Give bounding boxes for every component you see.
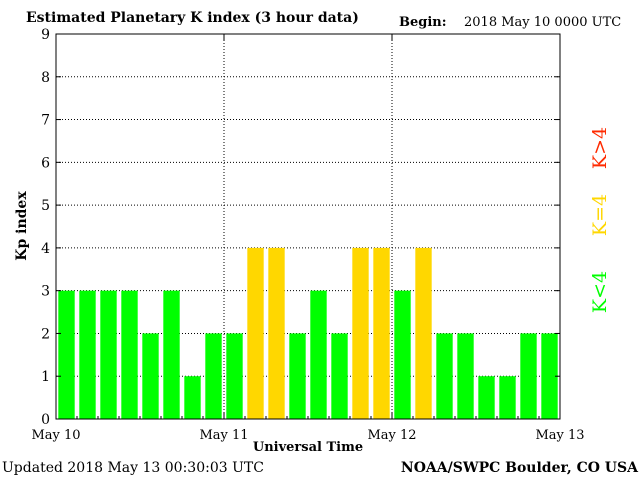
bar-17 (415, 247, 432, 419)
bar-18 (436, 333, 453, 419)
bar-5 (163, 290, 180, 419)
y-tick-label-6: 6 (41, 155, 50, 171)
bar-21 (499, 376, 516, 419)
source-credit: NOAA/SWPC Boulder, CO USA (400, 460, 638, 476)
x-tick-label-0: May 10 (31, 428, 80, 443)
y-tick-label-2: 2 (41, 326, 50, 342)
bar-14 (352, 247, 369, 419)
bar-13 (331, 333, 348, 419)
y-tick-label-5: 5 (41, 198, 50, 214)
bar-19 (457, 333, 474, 419)
y-axis-label: Kp index (14, 191, 30, 261)
bar-1 (79, 290, 96, 419)
begin-label: Begin: (399, 15, 447, 30)
bar-12 (310, 290, 327, 419)
bar-11 (289, 333, 306, 419)
y-tick-label-0: 0 (41, 412, 50, 428)
bar-7 (205, 333, 222, 419)
chart-title: Estimated Planetary K index (3 hour data… (26, 10, 359, 26)
x-tick-label-1: May 11 (199, 428, 248, 443)
bar-15 (373, 247, 390, 419)
bar-16 (394, 290, 411, 419)
legend-k-greater-4: K>4 (589, 126, 611, 170)
begin-value: 2018 May 10 0000 UTC (464, 15, 622, 30)
y-tick-label-9: 9 (41, 27, 50, 43)
bar-0 (58, 290, 75, 419)
y-tick-label-7: 7 (41, 113, 50, 129)
x-tick-label-3: May 13 (535, 428, 584, 443)
y-tick-label-8: 8 (41, 70, 50, 86)
updated-timestamp: Updated 2018 May 13 00:30:03 UTC (2, 460, 264, 476)
x-tick-label-2: May 12 (367, 428, 416, 443)
y-tick-label-4: 4 (41, 241, 50, 257)
bar-2 (100, 290, 117, 419)
bar-22 (520, 333, 537, 419)
bar-23 (541, 333, 558, 419)
bar-4 (142, 333, 159, 419)
bar-20 (478, 376, 495, 419)
bar-3 (121, 290, 138, 419)
y-tick-label-3: 3 (41, 284, 50, 300)
bar-6 (184, 376, 201, 419)
bar-10 (268, 247, 285, 419)
x-axis-label: Universal Time (252, 440, 364, 455)
bar-9 (247, 247, 264, 419)
bar-8 (226, 333, 243, 419)
legend-k-less-4: K<4 (589, 270, 611, 314)
legend-k-equal-4: K=4 (589, 193, 611, 237)
y-tick-label-1: 1 (41, 369, 50, 385)
